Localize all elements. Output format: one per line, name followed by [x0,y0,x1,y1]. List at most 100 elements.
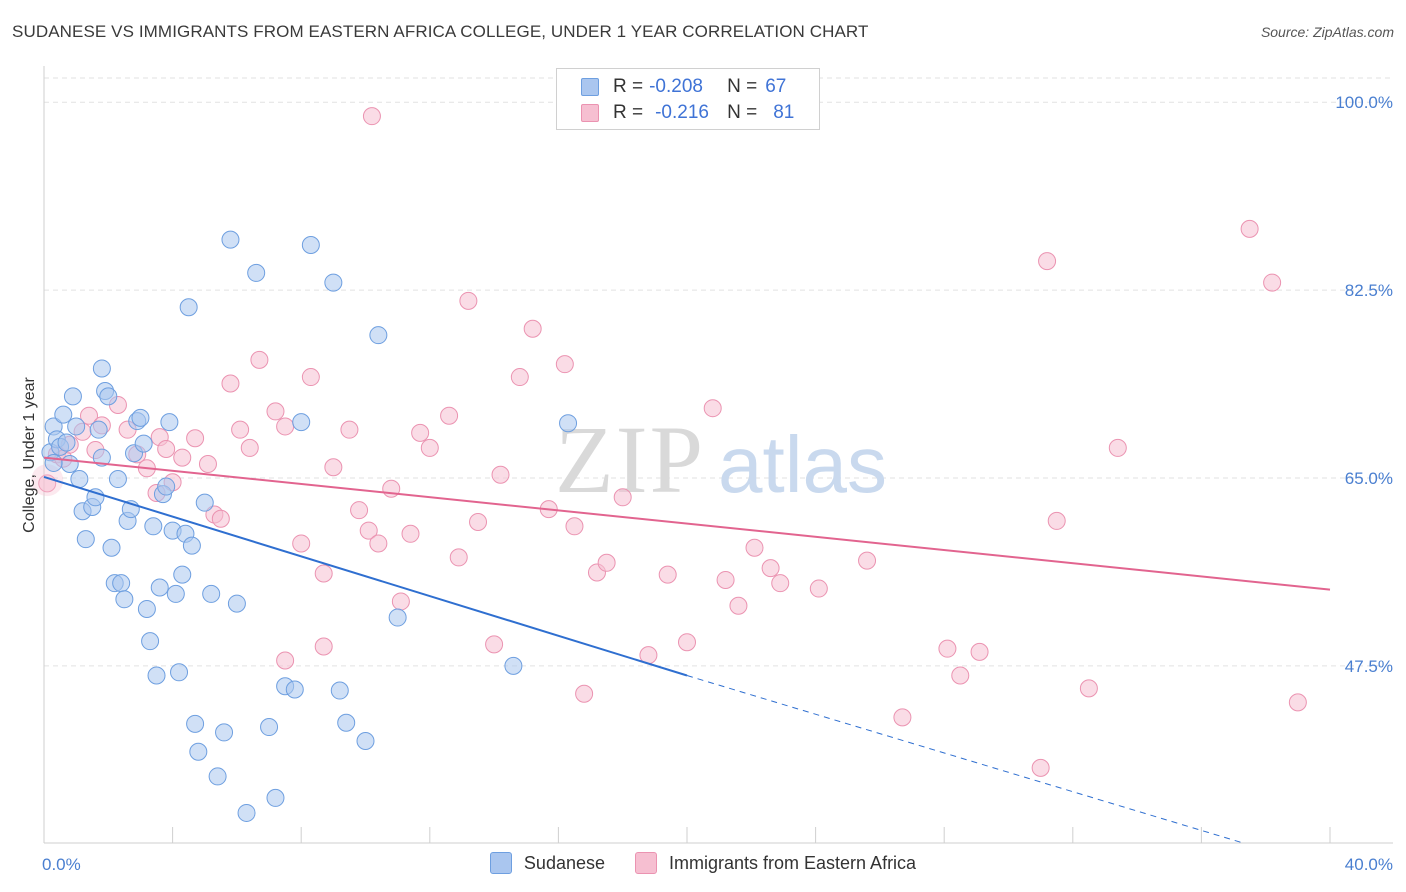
data-point-sudanese [63,387,82,406]
data-point-cluster [31,464,64,497]
legend-n-label: N = [727,102,758,123]
data-point-sudanese [292,413,311,432]
data-point-eastern-africa [449,548,468,567]
data-point-eastern-africa [893,708,912,727]
data-point-sudanese [134,434,153,453]
data-point-sudanese [356,732,375,751]
data-point-eastern-africa [221,374,240,393]
data-point-sudanese [388,608,407,627]
data-point-eastern-africa [401,524,420,543]
data-point-eastern-africa [1038,252,1057,271]
data-point-eastern-africa [173,448,192,467]
data-point-eastern-africa [362,107,381,126]
data-point-sudanese [173,565,192,584]
data-point-eastern-africa [970,642,989,661]
data-point-sudanese [108,470,127,489]
legend-stats: R = -0.208 N = 67 R = -0.216 N = 81 [556,68,820,130]
data-point-eastern-africa [314,564,333,583]
data-point-sudanese [182,536,201,555]
data-point-sudanese [99,387,118,406]
data-point-sudanese [86,488,105,507]
data-point-sudanese [195,493,214,512]
data-point-sudanese [150,578,169,597]
legend-r-value: -0.208 [649,76,703,97]
data-point-eastern-africa [369,534,388,553]
data-point-eastern-africa [1263,273,1282,292]
data-point-eastern-africa [555,355,574,374]
data-point-eastern-africa [510,368,529,387]
data-point-sudanese [137,599,156,618]
data-point-sudanese [330,681,349,700]
data-point-eastern-africa [186,429,205,448]
legend-n-value: 67 [765,76,787,97]
data-point-sudanese [237,803,256,822]
legend-stats-row-sudanese: R = -0.208 N = 67 [581,75,786,99]
data-point-eastern-africa [240,438,259,457]
data-point-sudanese [67,417,86,436]
data-point-sudanese [89,420,108,439]
data-point-eastern-africa [613,488,632,507]
legend-label-eastern-africa: Immigrants from Eastern Africa [669,852,917,873]
data-point-eastern-africa [658,565,677,584]
legend-item-eastern-africa[interactable]: Immigrants from Eastern Africa [635,852,916,874]
data-point-sudanese [60,455,79,474]
data-point-eastern-africa [858,551,877,570]
data-point-eastern-africa [761,559,780,578]
y-axis-label: College, Under 1 year [21,377,38,533]
data-point-eastern-africa [575,684,594,703]
trend-line-sudanese-extension [686,675,1244,844]
data-point-sudanese [112,574,131,593]
data-point-eastern-africa [565,517,584,536]
legend-series: Sudanese Immigrants from Eastern Africa [0,852,1406,874]
data-point-sudanese [186,714,205,733]
data-point-sudanese [54,405,73,424]
data-point-sudanese [144,517,163,536]
data-point-sudanese [141,632,160,651]
data-point-sudanese [324,273,343,292]
data-point-eastern-africa [1031,758,1050,777]
data-point-eastern-africa [729,596,748,615]
y-tick-label: 82.5% [1345,281,1393,300]
data-point-eastern-africa [266,402,285,421]
legend-swatch-blue [489,852,512,874]
data-point-eastern-africa [1108,438,1127,457]
y-tick-label: 47.5% [1345,657,1393,676]
legend-swatch-pink [581,104,599,122]
data-point-eastern-africa [250,350,269,369]
data-point-sudanese [189,742,208,761]
data-point-sudanese [215,723,234,742]
data-point-sudanese [92,359,111,378]
data-point-eastern-africa [745,538,764,557]
data-point-eastern-africa [157,439,176,458]
legend-item-sudanese[interactable]: Sudanese [489,852,605,874]
legend-n-label: N = [727,76,758,97]
data-point-eastern-africa [951,666,970,685]
data-point-eastern-africa [716,570,735,589]
legend-r-label: R = [613,76,644,97]
data-point-eastern-africa [314,637,333,656]
legend-n-value: 81 [773,102,795,123]
data-point-sudanese [260,718,279,737]
data-point-sudanese [76,530,95,549]
watermark-atlas: atlas [718,420,887,509]
data-point-sudanese [208,767,227,786]
legend-r-label: R = [613,102,644,123]
y-tick-labels: 47.5% 65.0% 82.5% 100.0% [1335,93,1393,676]
trend-lines [43,456,1331,844]
data-point-sudanese [157,477,176,496]
x-tick-label-max: 40.0% [1345,855,1393,874]
data-point-eastern-africa [359,521,378,540]
data-point-sudanese [227,594,246,613]
data-point-eastern-africa [350,501,369,520]
data-point-sudanese [202,584,221,603]
data-point-sudanese [102,538,121,557]
legend-swatch-blue [581,78,599,96]
data-point-sudanese [147,666,166,685]
data-point-eastern-africa [459,291,478,310]
data-point-eastern-africa [276,651,295,670]
trend-line-eastern-africa [43,456,1331,591]
data-point-eastern-africa [938,639,957,658]
data-point-sudanese [170,663,189,682]
chart-title: SUDANESE VS IMMIGRANTS FROM EASTERN AFRI… [12,22,869,41]
